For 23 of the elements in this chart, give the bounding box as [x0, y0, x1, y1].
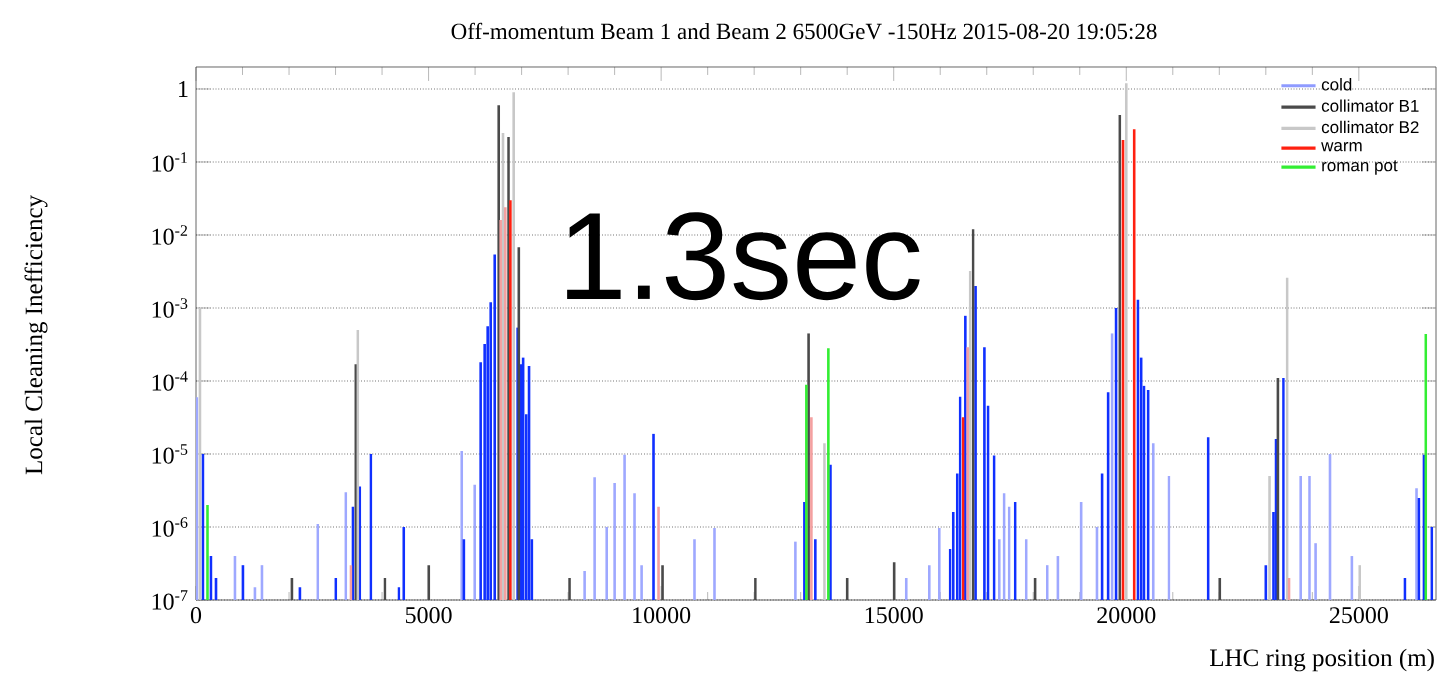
- x-axis-title: LHC ring position (m): [1209, 648, 1434, 672]
- y-tick-label: 10$^{-7}$: [152, 590, 188, 610]
- legend-label: warm: [1321, 142, 1362, 152]
- x-tick-label: 0: [190, 607, 202, 624]
- y-tick-label: 10$^{-3}$: [152, 298, 188, 318]
- y-tick-label: 10$^{-2}$: [152, 225, 188, 245]
- x-tick-label: 10000: [633, 607, 691, 624]
- x-tick-label: 25000: [1329, 607, 1388, 624]
- x-tick-label: 15000: [865, 607, 923, 624]
- legend-label: roman pot: [1322, 160, 1398, 175]
- y-tick-label: 10$^{-1}$: [152, 152, 187, 172]
- legend-label: collimator B2: [1321, 120, 1419, 134]
- chart-title: Off-momentum Beam 1 and Beam 2 6500GeV -150Hz 2015-08-20 19:05:28: [451, 22, 1157, 40]
- annotation: 1.3sec: [567, 212, 920, 301]
- y-tick-label: 10$^{-6}$: [152, 517, 188, 537]
- x-tick-label: 5000: [405, 607, 452, 624]
- y-tick-label: 1: [179, 81, 188, 97]
- legend-label: collimator B1: [1321, 99, 1419, 112]
- x-tick-label: 20000: [1097, 607, 1156, 624]
- legend-label: cold: [1321, 78, 1352, 91]
- y-axis-title: Local Cleaning Inefficiency: [24, 195, 48, 475]
- y-tick-label: 10$^{-4}$: [152, 371, 188, 391]
- y-tick-label: 10$^{-5}$: [152, 444, 188, 464]
